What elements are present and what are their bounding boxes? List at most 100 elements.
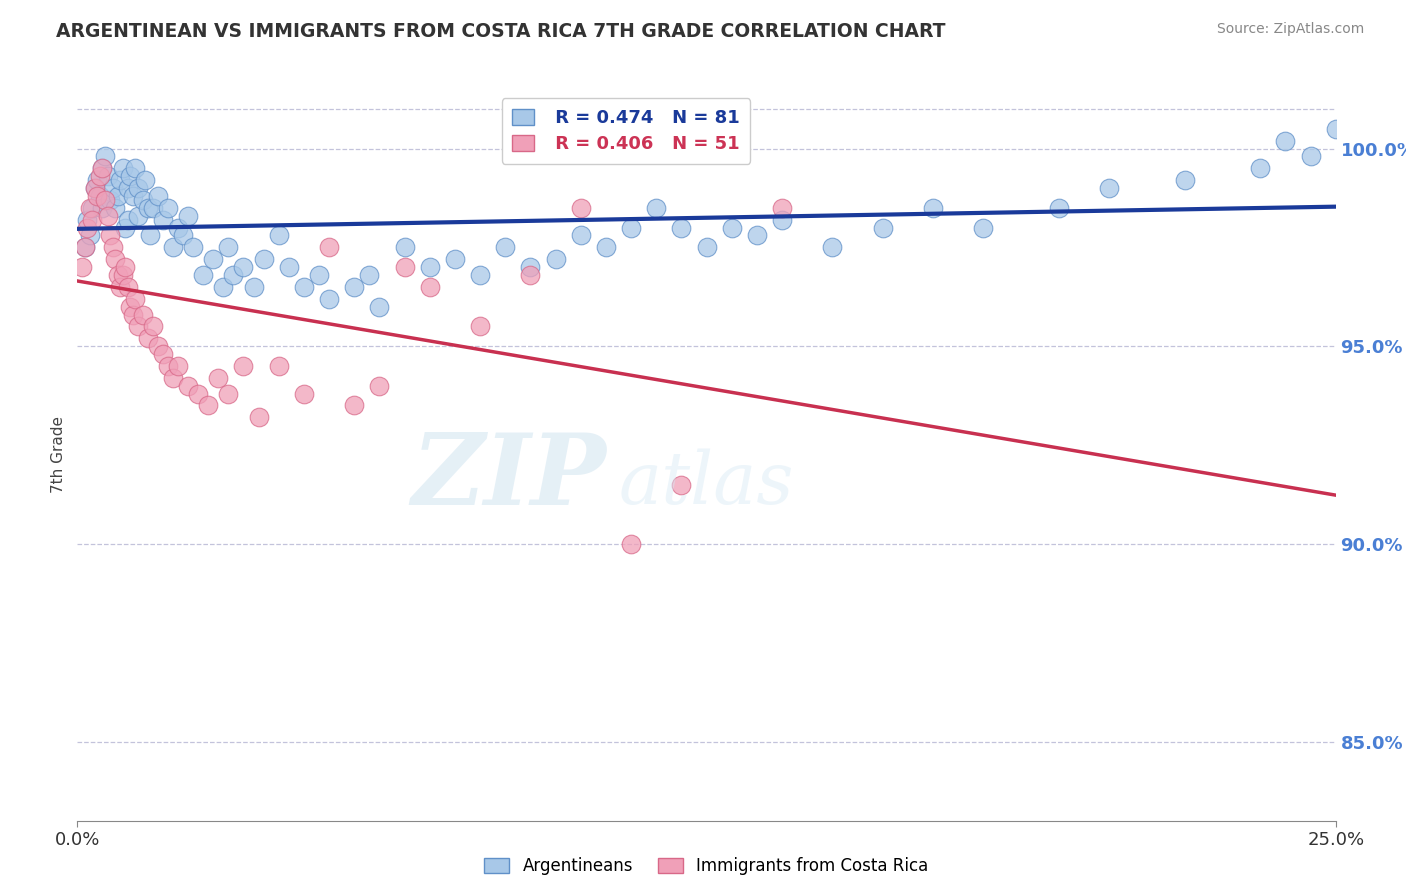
Text: ARGENTINEAN VS IMMIGRANTS FROM COSTA RICA 7TH GRADE CORRELATION CHART: ARGENTINEAN VS IMMIGRANTS FROM COSTA RIC… [56, 22, 946, 41]
Point [104, 201, 127, 215]
Point [104, 252, 127, 267]
Point [156, 201, 179, 215]
Point [73, 240, 96, 254]
Point [94, 193, 117, 207]
Point [197, 399, 219, 413]
Point [394, 240, 416, 254]
Point [745, 228, 768, 243]
Point [292, 280, 315, 294]
Point [162, 240, 184, 254]
Point [419, 280, 441, 294]
Point [519, 260, 541, 274]
Point [79, 228, 101, 243]
Point [177, 378, 200, 392]
Point [569, 201, 592, 215]
Point [419, 260, 441, 274]
Point [187, 386, 209, 401]
Point [136, 331, 159, 345]
Point [89, 189, 111, 203]
Point [84, 181, 107, 195]
Point [73, 240, 96, 254]
Point [368, 300, 391, 314]
Point [79, 201, 101, 215]
Point [696, 240, 718, 254]
Point [242, 280, 264, 294]
Point [645, 201, 668, 215]
Point [82, 212, 104, 227]
Point [96, 209, 118, 223]
Point [1299, 149, 1322, 163]
Point [770, 212, 793, 227]
Point [222, 268, 245, 282]
Point [359, 268, 381, 282]
Point [177, 209, 200, 223]
Text: ZIP: ZIP [411, 429, 606, 525]
Point [121, 189, 143, 203]
Point [444, 252, 467, 267]
Legend: Argentineans, Immigrants from Costa Rica: Argentineans, Immigrants from Costa Rica [478, 850, 935, 882]
Point [468, 319, 491, 334]
Point [1249, 161, 1271, 176]
Text: atlas: atlas [619, 449, 794, 519]
Point [76, 220, 98, 235]
Point [468, 268, 491, 282]
Point [167, 220, 190, 235]
Point [202, 252, 225, 267]
Point [1098, 181, 1121, 195]
Point [152, 212, 174, 227]
Point [101, 181, 124, 195]
Point [1047, 201, 1070, 215]
Point [972, 220, 994, 235]
Point [91, 201, 114, 215]
Point [108, 173, 131, 187]
Point [139, 228, 162, 243]
Point [922, 201, 945, 215]
Point [207, 371, 229, 385]
Point [114, 260, 136, 274]
Point [120, 300, 142, 314]
Point [86, 189, 108, 203]
Point [181, 240, 204, 254]
Point [267, 359, 290, 373]
Point [620, 220, 643, 235]
Point [111, 268, 134, 282]
Point [107, 268, 129, 282]
Point [91, 161, 114, 176]
Y-axis label: 7th Grade: 7th Grade [51, 417, 66, 493]
Point [212, 280, 235, 294]
Point [217, 386, 239, 401]
Point [82, 201, 104, 215]
Point [101, 240, 124, 254]
Point [127, 209, 149, 223]
Point [117, 181, 139, 195]
Point [134, 173, 156, 187]
Point [620, 537, 643, 551]
Point [308, 268, 330, 282]
Point [1174, 173, 1197, 187]
Point [89, 169, 111, 184]
Point [124, 292, 146, 306]
Point [217, 240, 239, 254]
Point [1324, 121, 1347, 136]
Text: Source: ZipAtlas.com: Source: ZipAtlas.com [1216, 22, 1364, 37]
Point [86, 173, 108, 187]
Point [167, 359, 190, 373]
Point [191, 268, 215, 282]
Point [117, 212, 139, 227]
Point [132, 308, 155, 322]
Point [252, 252, 274, 267]
Point [120, 169, 142, 184]
Point [127, 319, 149, 334]
Point [544, 252, 567, 267]
Point [569, 228, 592, 243]
Point [277, 260, 299, 274]
Point [132, 193, 155, 207]
Point [232, 359, 254, 373]
Point [91, 161, 114, 176]
Point [671, 477, 693, 491]
Point [142, 319, 165, 334]
Point [136, 201, 159, 215]
Point [94, 149, 117, 163]
Point [98, 228, 121, 243]
Point [111, 161, 134, 176]
